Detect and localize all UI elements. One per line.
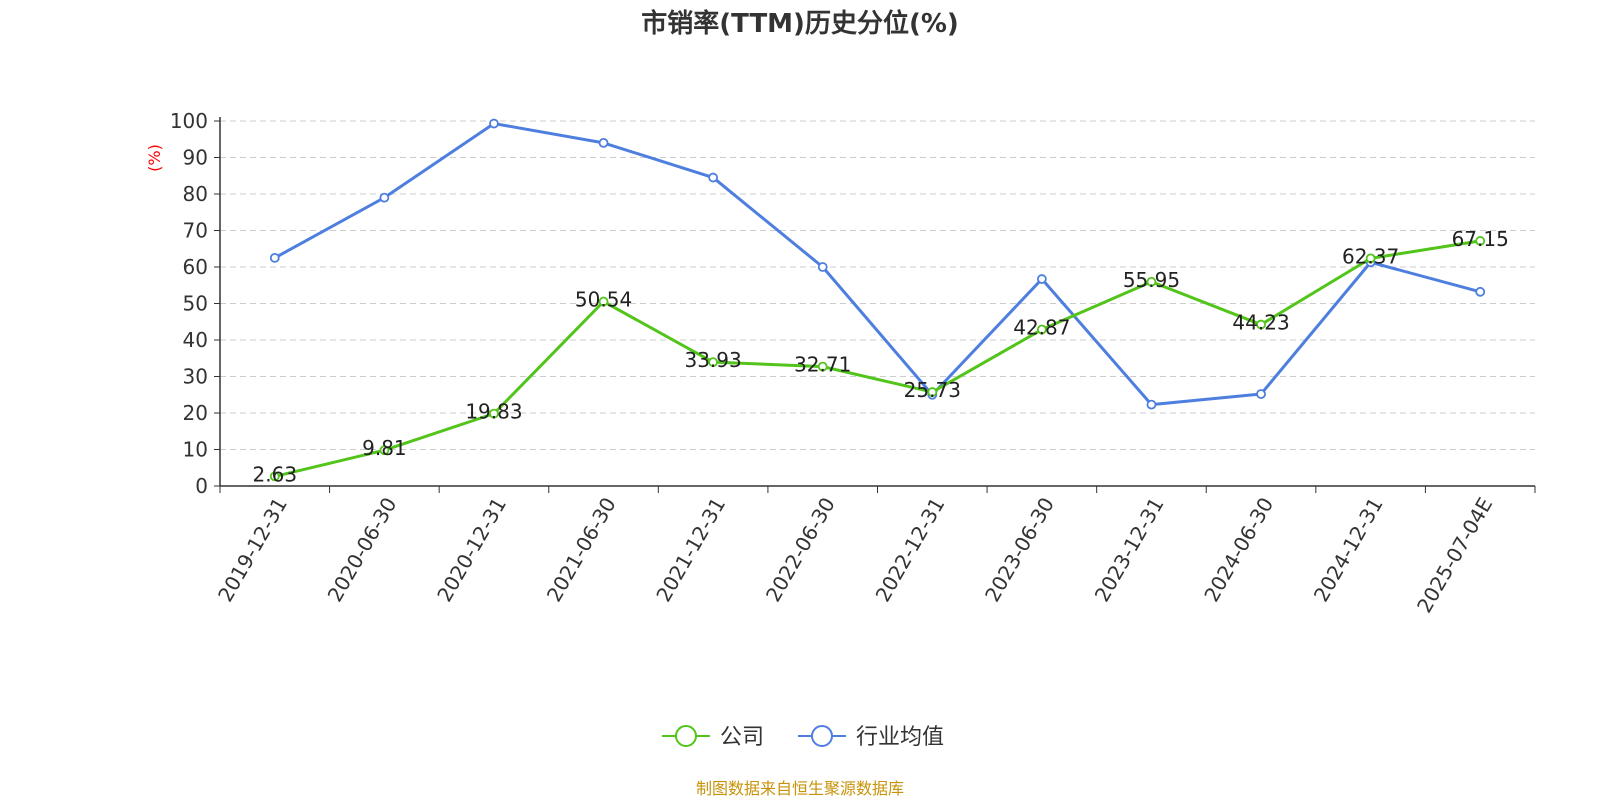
legend-label: 行业均值: [856, 725, 944, 750]
data-label: 19.83: [465, 400, 522, 424]
y-axis-unit-label: (%): [145, 144, 164, 172]
x-tick-label: 2023-06-30: [980, 493, 1059, 606]
y-tick-label: 100: [170, 109, 208, 133]
data-label: 2.63: [253, 462, 298, 486]
series-1-point: [1475, 286, 1486, 297]
series-0-point: [269, 471, 280, 482]
data-label: 9.81: [362, 436, 407, 460]
series-1-point: [379, 192, 390, 203]
data-label: 50.54: [575, 288, 632, 312]
data-label: 42.87: [1013, 316, 1070, 340]
grid-lines: [220, 120, 1535, 450]
legend-label: 公司: [720, 725, 764, 750]
y-tick-label: 90: [183, 146, 208, 170]
y-tick-label: 10: [183, 438, 208, 462]
series-0-point: [817, 361, 828, 372]
legend-marker-swatch: [675, 725, 697, 747]
x-tick-label: 2019-12-31: [213, 493, 292, 606]
series-0-point: [1365, 253, 1376, 264]
x-tick-label: 2025-07-04E: [1412, 493, 1497, 617]
series-0-point: [1146, 276, 1157, 287]
x-tick-label: 2023-12-31: [1090, 493, 1169, 606]
series-1-point: [598, 137, 609, 148]
legend: 公司 行业均值: [662, 725, 944, 750]
series-1-point: [1256, 389, 1266, 399]
series-0-point: [1256, 319, 1266, 330]
series-0-point: [1036, 324, 1047, 335]
axes: 0 10 20 30 40 50 60 70 80 90 100 2019-12-31 2020-06-…: [170, 109, 1536, 617]
y-tick-label: 40: [183, 328, 208, 352]
legend-marker-swatch: [811, 725, 833, 747]
y-tick-label: 80: [183, 182, 208, 206]
x-tick-label: 2024-12-31: [1309, 493, 1388, 606]
data-label: 67.15: [1452, 227, 1509, 251]
series-0-point: [489, 408, 499, 419]
x-tick-label: 2022-06-30: [761, 493, 840, 606]
legend-item-1[interactable]: 行业均值: [798, 725, 944, 750]
data-label: 33.93: [684, 348, 741, 372]
x-tick-label: 2020-12-31: [432, 493, 511, 606]
series-1-point: [489, 118, 499, 129]
series-1-point: [708, 172, 719, 183]
series-0-point: [598, 296, 609, 307]
series-line-1: [274, 122, 1481, 407]
data-label: 44.23: [1232, 311, 1289, 335]
y-tick-label: 20: [183, 401, 208, 425]
series-1-point: [817, 262, 828, 272]
data-label: 62.37: [1342, 244, 1399, 268]
y-tick-label: 0: [195, 474, 208, 498]
data-label: 32.71: [794, 353, 851, 377]
series-0-point: [708, 357, 719, 368]
x-tick-label: 2022-12-31: [870, 493, 949, 606]
y-tick-label: 30: [183, 365, 208, 389]
y-tick-label: 60: [183, 255, 208, 279]
series: [269, 118, 1486, 482]
series-0-point: [1475, 236, 1486, 246]
data-label: 55.95: [1123, 268, 1180, 292]
series-line-0: [274, 239, 1481, 478]
data-labels: 2.63 9.81 19.83 50.54 33.93 32.71 25.73 42.87 55…: [253, 227, 1509, 486]
y-tick-label: 50: [183, 292, 208, 316]
series-1-point: [1036, 274, 1047, 284]
series-0-point: [379, 445, 390, 456]
data-label: 25.73: [904, 378, 961, 402]
series-1-point: [269, 252, 280, 263]
x-tick-label: 2024-06-30: [1199, 493, 1278, 606]
series-1-point: [1146, 399, 1157, 410]
legend-item-0[interactable]: 公司: [662, 725, 764, 750]
x-tick-label: 2021-12-31: [651, 493, 730, 606]
chart-title: 市销率(TTM)历史分位(%): [641, 8, 959, 39]
x-tick-label: 2021-06-30: [542, 493, 621, 606]
series-0-point: [927, 387, 938, 397]
source-note: 制图数据来自恒生聚源数据库: [696, 779, 904, 798]
x-tick-label: 2020-06-30: [323, 493, 402, 606]
y-tick-label: 70: [183, 219, 208, 243]
